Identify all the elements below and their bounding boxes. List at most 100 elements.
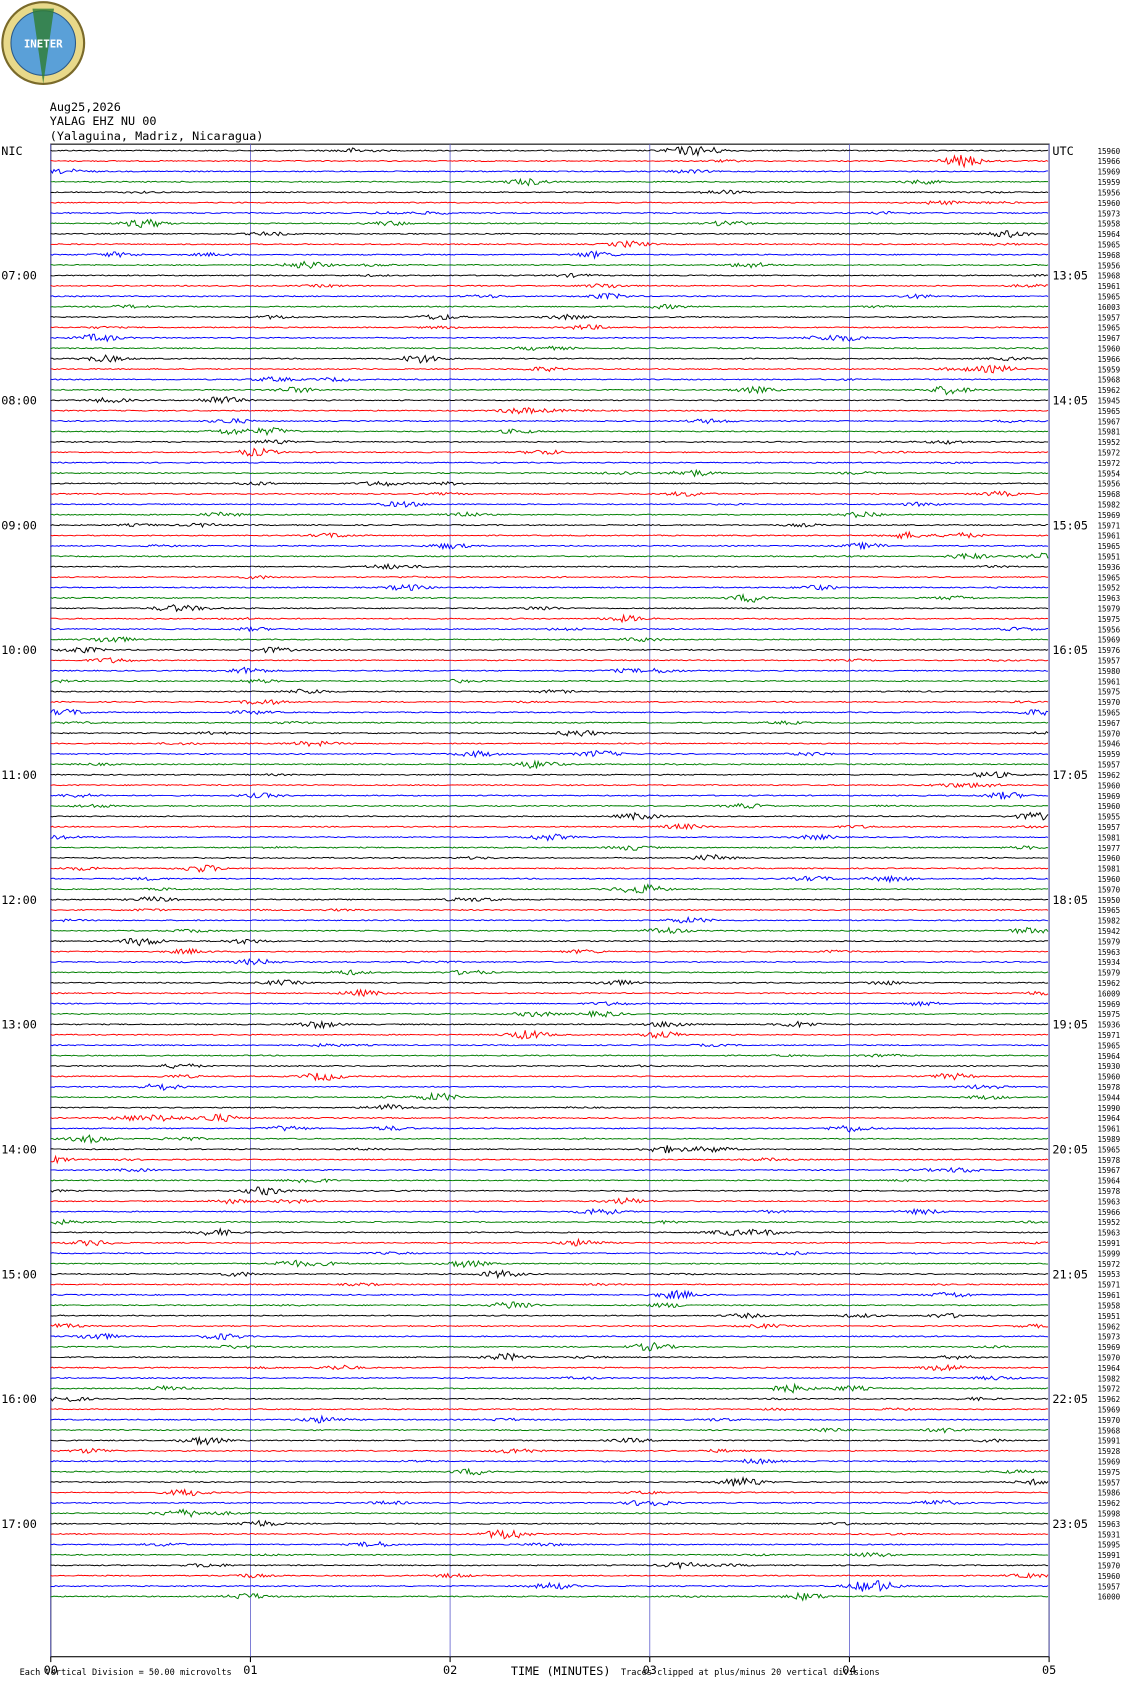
trace-label: 15960 [1098, 854, 1121, 863]
trace-label: 15965 [1098, 573, 1121, 582]
seismic-trace [50, 883, 1049, 894]
trace-label: 15982 [1098, 917, 1121, 926]
trace-label: 15930 [1098, 1062, 1121, 1071]
left-time-label: 09:00 [1, 518, 37, 532]
right-time-label: 21:05 [1052, 1267, 1088, 1281]
trace-label: 15977 [1098, 844, 1121, 853]
trace-label: 15968 [1098, 490, 1121, 499]
seismic-trace [50, 1458, 1049, 1466]
seismic-trace [50, 1332, 1049, 1341]
trace-label: 15945 [1098, 396, 1121, 405]
seismic-trace [50, 1540, 1049, 1548]
trace-label: 15952 [1098, 1218, 1121, 1227]
x-tick-label: 02 [443, 1663, 457, 1677]
seismic-trace [50, 490, 1049, 498]
trace-label: 15990 [1098, 1104, 1121, 1113]
trace-label: 15991 [1098, 1239, 1121, 1248]
left-time-label: 13:00 [1, 1018, 37, 1032]
seismic-trace [50, 426, 1049, 437]
seismic-trace [50, 845, 1049, 851]
seismic-trace [50, 218, 1049, 229]
trace-label: 15975 [1098, 688, 1121, 697]
trace-label: 15973 [1098, 209, 1121, 218]
trace-label: 15991 [1098, 1437, 1121, 1446]
trace-label: 15969 [1098, 1457, 1121, 1466]
trace-label: 15972 [1098, 448, 1121, 457]
trace-label: 16009 [1098, 989, 1121, 998]
trace-label: 15970 [1098, 698, 1121, 707]
seismic-trace [50, 177, 1049, 187]
seismic-trace [50, 461, 1049, 465]
seismic-trace [50, 583, 1049, 592]
title-line: YALAG EHZ NU 00 [50, 114, 157, 128]
seismic-trace [50, 1499, 1049, 1507]
trace-label: 15951 [1098, 553, 1121, 562]
seismic-trace [50, 1112, 1049, 1122]
seismic-trace [50, 1218, 1049, 1226]
trace-label: 15968 [1098, 376, 1121, 385]
seismic-trace [50, 530, 1049, 540]
trace-label: 15964 [1098, 1114, 1121, 1123]
seismic-trace [50, 958, 1049, 966]
trace-label: 15957 [1098, 1478, 1121, 1487]
left-time-label: 10:00 [1, 643, 37, 657]
trace-label: 15968 [1098, 272, 1121, 281]
seismic-trace [50, 1072, 1049, 1082]
trace-label: 15961 [1098, 1125, 1121, 1134]
trace-label: 15965 [1098, 324, 1121, 333]
seismic-trace [50, 1091, 1049, 1102]
trace-label: 15969 [1098, 636, 1121, 645]
right-time-label: 13:05 [1052, 269, 1088, 283]
trace-label: 15957 [1098, 313, 1121, 322]
seismic-trace [50, 1251, 1049, 1256]
seismic-trace [50, 283, 1049, 289]
trace-label: 15962 [1098, 979, 1121, 988]
seismic-trace [50, 1476, 1049, 1487]
seismic-trace [50, 562, 1049, 570]
seismic-trace [50, 480, 1049, 487]
seismic-trace [50, 749, 1049, 759]
seismic-trace [50, 303, 1049, 310]
trace-label: 15972 [1098, 1385, 1121, 1394]
seismic-trace [50, 1042, 1049, 1048]
right-time-label: 16:05 [1052, 643, 1088, 657]
trace-label: 15961 [1098, 282, 1121, 291]
trace-label: 15953 [1098, 1270, 1121, 1279]
right-time-label: 18:05 [1052, 893, 1088, 907]
trace-label: 15964 [1098, 1177, 1121, 1186]
trace-label: 15999 [1098, 1249, 1121, 1258]
trace-label: 15991 [1098, 1551, 1121, 1560]
trace-label: 15966 [1098, 1208, 1121, 1217]
seismic-trace [50, 1352, 1049, 1362]
seismic-trace [50, 947, 1049, 956]
left-time-label: NIC [1, 144, 22, 158]
trace-label: 15973 [1098, 1333, 1121, 1342]
trace-label: 15981 [1098, 865, 1121, 874]
seismic-trace [50, 802, 1049, 809]
trace-label: 15942 [1098, 927, 1121, 936]
clip-note: Traces clipped at plus/minus 20 vertical… [621, 1668, 880, 1678]
seismic-trace [50, 895, 1049, 903]
left-time-label: 15:00 [1, 1267, 37, 1281]
trace-label: 15964 [1098, 1052, 1121, 1061]
seismic-trace [50, 1363, 1049, 1372]
trace-label: 15956 [1098, 261, 1121, 270]
seismic-trace [50, 272, 1049, 279]
trace-label: 15970 [1098, 1562, 1121, 1571]
seismic-trace [50, 333, 1049, 343]
trace-label: 15957 [1098, 823, 1121, 832]
trace-label: 15957 [1098, 1582, 1121, 1591]
seismic-trace [50, 1000, 1049, 1008]
seismic-trace [50, 1053, 1049, 1058]
seismic-trace [50, 1407, 1049, 1412]
seismic-trace [50, 385, 1049, 396]
trace-label: 15962 [1098, 386, 1121, 395]
seismic-trace [50, 154, 1049, 169]
seismic-trace [50, 210, 1049, 215]
trace-label: 15971 [1098, 521, 1121, 530]
trace-label: 15965 [1098, 542, 1121, 551]
title-line: (Yalaguina, Madriz, Nicaragua) [50, 129, 264, 143]
trace-label: 15928 [1098, 1447, 1121, 1456]
right-time-label: 15:05 [1052, 518, 1088, 532]
right-time-label: 20:05 [1052, 1143, 1088, 1157]
